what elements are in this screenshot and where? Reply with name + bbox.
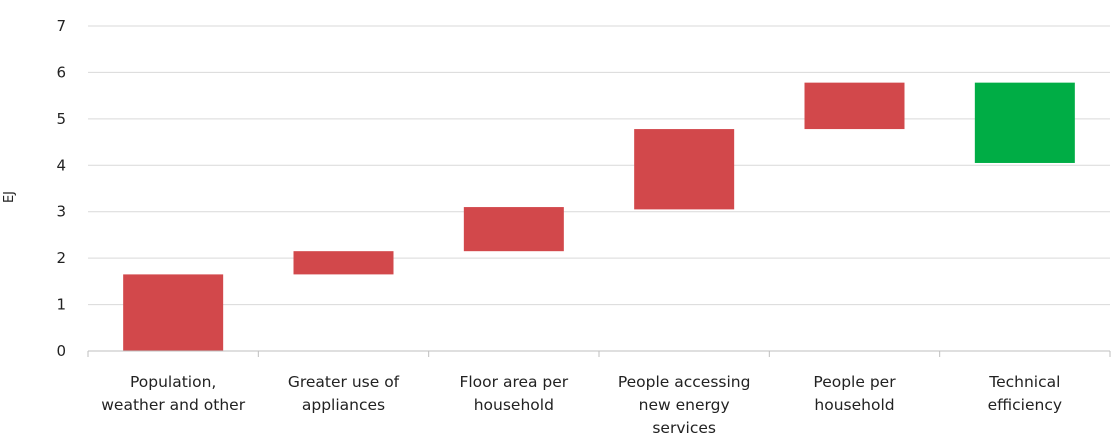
category-label-line: household xyxy=(474,396,554,414)
x-tick-marks xyxy=(87,351,1111,357)
bar-3 xyxy=(463,207,564,252)
category-label-line: weather and other xyxy=(101,396,245,414)
bar-5 xyxy=(804,82,905,130)
y-tick-labels: 0 1 2 3 4 5 6 7 xyxy=(56,17,66,360)
y-tick-label-4: 4 xyxy=(56,156,66,174)
y-tick-label-7: 7 xyxy=(56,17,66,35)
category-label-line: People accessing xyxy=(618,373,751,391)
y-tick-label-0: 0 xyxy=(56,342,66,360)
y-tick-label-3: 3 xyxy=(56,203,66,221)
category-label-line: household xyxy=(814,396,894,414)
bar-4 xyxy=(634,129,735,210)
y-axis-label: EJ xyxy=(2,191,17,203)
bar-6 xyxy=(974,82,1075,163)
y-tick-label-2: 2 xyxy=(56,249,66,267)
category-label-6: Technical efficiency xyxy=(988,373,1062,414)
category-labels: Population, weather and other Greater use … xyxy=(101,373,1062,437)
y-tick-label-1: 1 xyxy=(56,296,66,314)
category-label-line: Population, xyxy=(130,373,216,391)
category-label-line: appliances xyxy=(302,396,385,414)
category-label-line: Technical xyxy=(988,373,1060,391)
category-label-line: People per xyxy=(813,373,896,391)
bars xyxy=(123,82,1075,351)
gridlines xyxy=(88,25,1110,306)
category-label-line: services xyxy=(652,419,716,437)
category-label-4: People accessing new energy services xyxy=(618,373,751,437)
category-label-line: efficiency xyxy=(988,396,1062,414)
category-label-line: Floor area per xyxy=(459,373,568,391)
category-label-3: Floor area per household xyxy=(459,373,568,414)
y-tick-label-6: 6 xyxy=(56,63,66,81)
category-label-2: Greater use of appliances xyxy=(288,373,400,414)
category-label-1: Population, weather and other xyxy=(101,373,245,414)
category-label-line: Greater use of xyxy=(288,373,400,391)
category-label-line: new energy xyxy=(639,396,730,414)
bar-2 xyxy=(293,251,394,275)
category-label-5: People per household xyxy=(813,373,896,414)
bar-1 xyxy=(123,274,224,351)
y-tick-label-5: 5 xyxy=(56,110,66,128)
